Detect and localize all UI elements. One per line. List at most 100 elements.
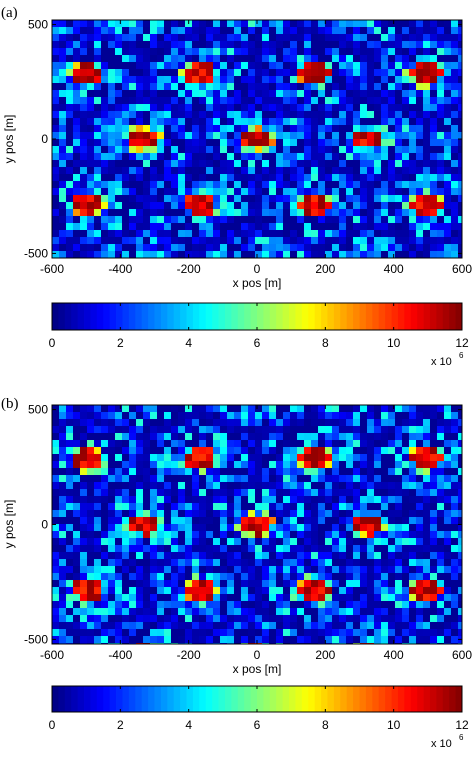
heatmap-cell xyxy=(73,216,80,223)
heatmap-cell xyxy=(290,412,297,419)
heatmap-cell xyxy=(227,566,234,573)
heatmap-cell xyxy=(430,97,437,104)
heatmap-cell xyxy=(332,62,339,69)
heatmap-cell xyxy=(94,174,101,181)
heatmap-cell xyxy=(192,538,199,545)
heatmap-cell xyxy=(325,636,332,643)
heatmap-cell xyxy=(409,76,416,83)
heatmap-cell xyxy=(206,90,213,97)
heatmap-cell xyxy=(87,412,94,419)
heatmap-cell xyxy=(199,118,206,125)
heatmap-cell xyxy=(297,538,304,545)
heatmap-cell xyxy=(220,587,227,594)
heatmap-cell xyxy=(87,440,94,447)
heatmap-cell xyxy=(395,216,402,223)
heatmap-cell xyxy=(283,608,290,615)
heatmap-cell xyxy=(87,20,94,27)
heatmap-cell xyxy=(227,34,234,41)
heatmap-cell xyxy=(136,461,143,468)
heatmap-cell xyxy=(87,447,94,454)
heatmap-cell xyxy=(136,181,143,188)
heatmap-cell xyxy=(199,496,206,503)
heatmap-cell xyxy=(122,188,129,195)
heatmap-cell xyxy=(374,447,381,454)
heatmap-cell xyxy=(409,433,416,440)
heatmap-cell xyxy=(59,251,66,258)
heatmap-cell xyxy=(444,552,451,559)
x-tick-label: 200 xyxy=(315,648,335,662)
heatmap-cell xyxy=(80,601,87,608)
heatmap-cell xyxy=(115,125,122,132)
heatmap-cell xyxy=(157,237,164,244)
heatmap-cell xyxy=(339,139,346,146)
heatmap-cell xyxy=(430,475,437,482)
heatmap-cell xyxy=(423,573,430,580)
heatmap-cell xyxy=(269,419,276,426)
heatmap-cell xyxy=(283,412,290,419)
heatmap-cell xyxy=(66,62,73,69)
heatmap-cell xyxy=(276,587,283,594)
heatmap-cell xyxy=(395,76,402,83)
heatmap-cell xyxy=(290,41,297,48)
heatmap-cell xyxy=(346,237,353,244)
heatmap-cell xyxy=(220,48,227,55)
heatmap-cell xyxy=(52,90,59,97)
heatmap-cell xyxy=(311,566,318,573)
heatmap-cell xyxy=(143,69,150,76)
heatmap-cell xyxy=(416,566,423,573)
heatmap-cell xyxy=(339,538,346,545)
heatmap-cell xyxy=(73,531,80,538)
heatmap-cell xyxy=(178,160,185,167)
heatmap-cell xyxy=(234,468,241,475)
heatmap-cell xyxy=(353,594,360,601)
heatmap-cell xyxy=(220,615,227,622)
heatmap-cell xyxy=(136,209,143,216)
heatmap-cell xyxy=(444,636,451,643)
heatmap-cell xyxy=(157,167,164,174)
heatmap-cell xyxy=(332,83,339,90)
heatmap-cell xyxy=(325,230,332,237)
heatmap-cell xyxy=(395,118,402,125)
heatmap-cell xyxy=(227,181,234,188)
heatmap-cell xyxy=(430,41,437,48)
heatmap-cell xyxy=(101,552,108,559)
heatmap-cell xyxy=(248,41,255,48)
heatmap-cell xyxy=(276,510,283,517)
heatmap-cell xyxy=(269,167,276,174)
heatmap-cell xyxy=(94,636,101,643)
heatmap-cell xyxy=(325,104,332,111)
heatmap-cell xyxy=(437,636,444,643)
heatmap-cell xyxy=(360,580,367,587)
heatmap-cell xyxy=(192,104,199,111)
heatmap-cell xyxy=(269,405,276,412)
heatmap-cell xyxy=(318,153,325,160)
heatmap-cell xyxy=(374,440,381,447)
heatmap-cell xyxy=(164,132,171,139)
heatmap-cell xyxy=(101,503,108,510)
heatmap-cell xyxy=(206,601,213,608)
heatmap-cell xyxy=(199,55,206,62)
heatmap-cell xyxy=(73,237,80,244)
heatmap-cell xyxy=(283,83,290,90)
heatmap-cell xyxy=(157,132,164,139)
heatmap-cell xyxy=(353,111,360,118)
heatmap-cell xyxy=(283,181,290,188)
heatmap-cell xyxy=(283,230,290,237)
heatmap-cell xyxy=(304,622,311,629)
heatmap-cell xyxy=(52,496,59,503)
heatmap-cell xyxy=(262,573,269,580)
heatmap-cell xyxy=(192,48,199,55)
heatmap-cell xyxy=(381,97,388,104)
heatmap-cell xyxy=(402,482,409,489)
heatmap-cell xyxy=(248,97,255,104)
heatmap-cell xyxy=(388,419,395,426)
heatmap-cell xyxy=(311,216,318,223)
heatmap-cell xyxy=(458,48,462,55)
heatmap-cell xyxy=(59,601,66,608)
heatmap-cell xyxy=(122,468,129,475)
heatmap-cell xyxy=(367,90,374,97)
heatmap-cell xyxy=(339,69,346,76)
heatmap-cell xyxy=(395,608,402,615)
heatmap-cell xyxy=(185,223,192,230)
heatmap-cell xyxy=(220,251,227,258)
